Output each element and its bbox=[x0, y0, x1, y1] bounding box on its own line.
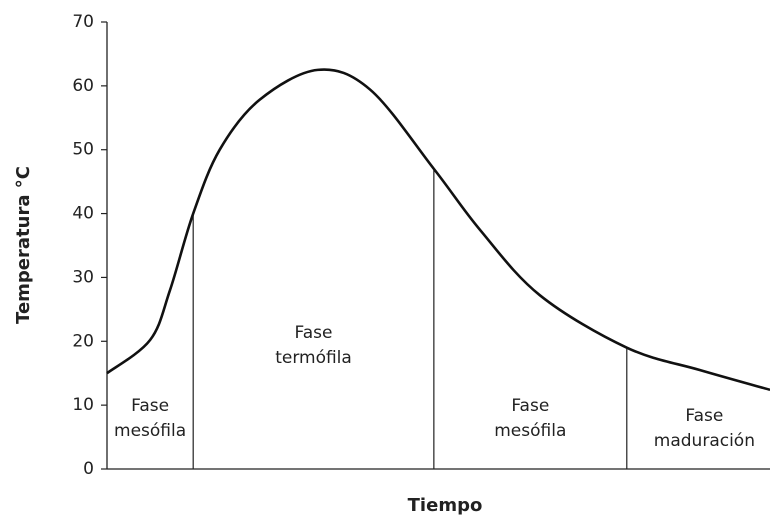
y-tick-label: 60 bbox=[72, 76, 94, 96]
phase-label: termófila bbox=[275, 348, 352, 368]
y-tick-label: 0 bbox=[83, 459, 94, 479]
temperature-curve bbox=[106, 68, 770, 392]
y-tick-label: 70 bbox=[72, 12, 94, 32]
y-tick-label: 50 bbox=[72, 140, 94, 160]
x-axis-title: Tiempo bbox=[408, 495, 483, 516]
y-tick-label: 10 bbox=[72, 395, 94, 415]
y-tick-label: 30 bbox=[72, 267, 94, 287]
phase-label: Fase bbox=[685, 406, 723, 426]
y-tick-label: 20 bbox=[72, 331, 94, 351]
phase-label: Fase bbox=[295, 323, 333, 343]
y-axis-title: Temperatura °C bbox=[13, 166, 34, 324]
phase-label: mesófila bbox=[114, 421, 186, 441]
y-tick-label: 40 bbox=[72, 204, 94, 224]
phase-label: maduración bbox=[654, 431, 755, 451]
phase-label: Fase bbox=[131, 396, 169, 416]
phase-label: Fase bbox=[511, 396, 549, 416]
phase-label: mesófila bbox=[494, 421, 566, 441]
